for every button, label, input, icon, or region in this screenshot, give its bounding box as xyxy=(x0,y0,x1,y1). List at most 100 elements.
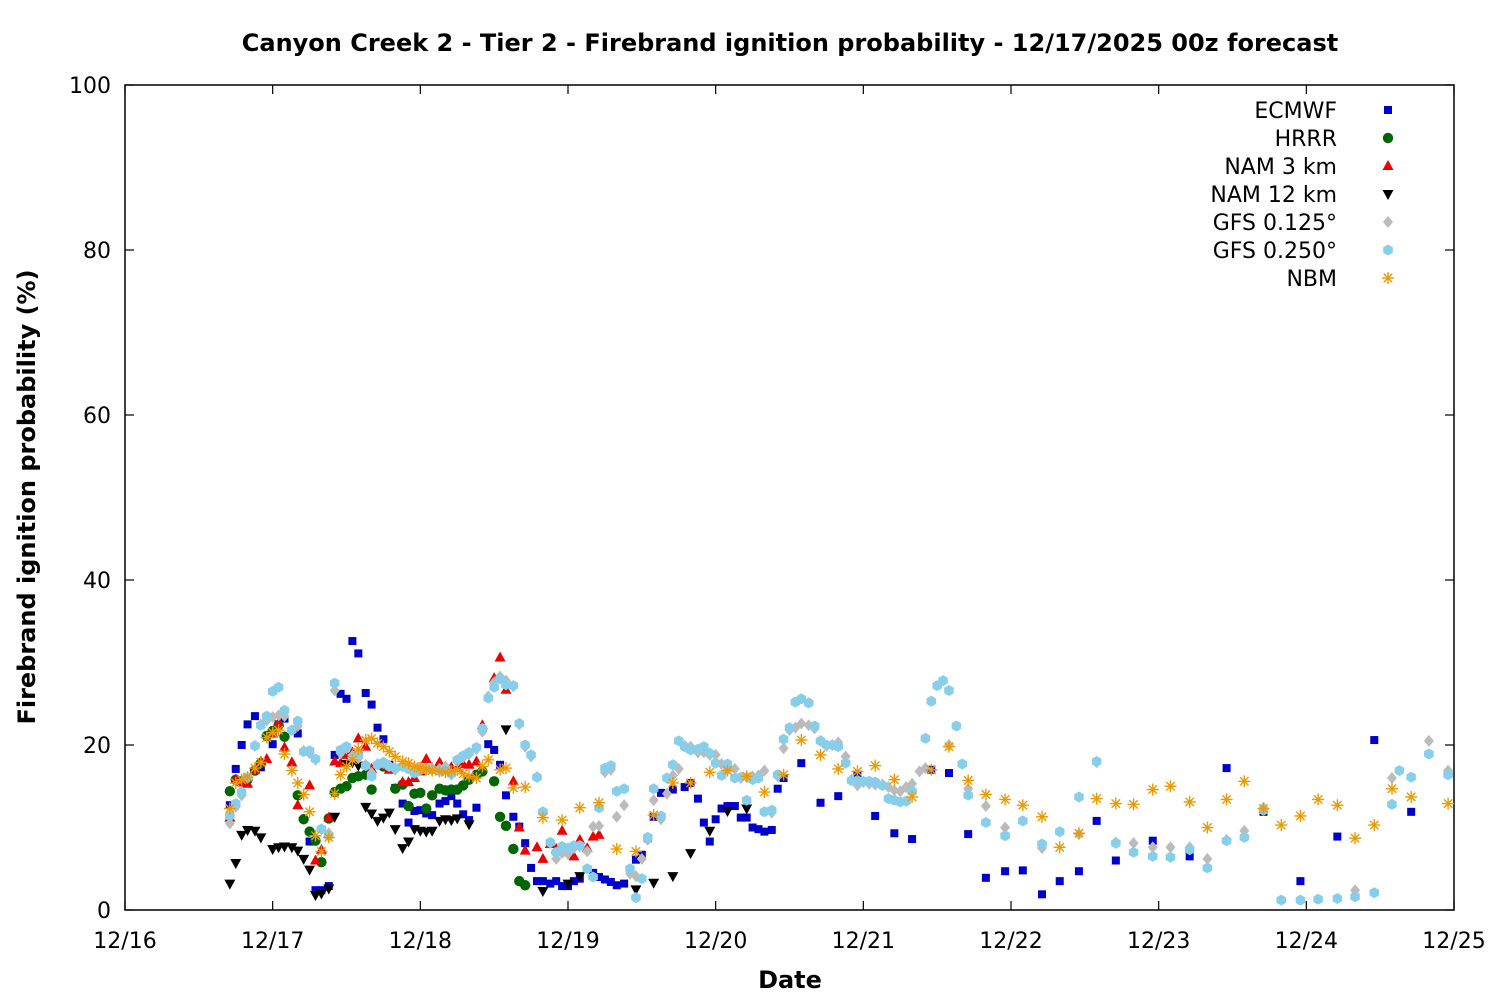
data-point xyxy=(272,724,285,737)
data-point xyxy=(1221,835,1232,847)
legend: ECMWF HRRR NAM 3 km NAM 12 km GFS 0.125° GFS … xyxy=(1210,99,1394,292)
data-point xyxy=(465,816,474,825)
data-point xyxy=(594,819,605,832)
data-point xyxy=(871,811,880,820)
data-point xyxy=(398,799,407,808)
data-point xyxy=(435,799,444,808)
data-point xyxy=(483,692,493,704)
data-point xyxy=(250,740,260,752)
data-point xyxy=(526,749,536,761)
data-point xyxy=(463,820,475,831)
data-point xyxy=(1074,867,1083,876)
data-point xyxy=(309,829,322,842)
data-point xyxy=(1018,815,1028,827)
data-point xyxy=(1349,832,1362,845)
data-point xyxy=(426,826,438,837)
data-point xyxy=(1128,837,1139,850)
data-point xyxy=(507,781,520,794)
data-point xyxy=(784,722,795,734)
data-point xyxy=(684,776,697,789)
data-point xyxy=(373,723,382,732)
data-point xyxy=(1370,736,1379,745)
data-points xyxy=(223,637,1455,906)
data-point xyxy=(421,803,432,814)
data-point xyxy=(721,764,734,777)
x-tick-label: 12/18 xyxy=(389,929,452,954)
data-point xyxy=(926,695,936,707)
data-point xyxy=(1387,798,1397,810)
data-point xyxy=(704,826,716,837)
x-tick-label: 12/16 xyxy=(93,929,156,954)
data-point xyxy=(341,741,352,753)
data-point xyxy=(230,858,242,869)
data-point xyxy=(908,835,917,844)
legend-label: NAM 12 km xyxy=(1210,183,1337,208)
data-point xyxy=(901,795,911,807)
data-point xyxy=(610,842,623,855)
data-point xyxy=(1091,756,1102,767)
data-point xyxy=(944,769,953,778)
data-point xyxy=(814,748,827,761)
data-point xyxy=(389,825,401,836)
data-point xyxy=(225,810,235,822)
data-point xyxy=(582,863,592,875)
data-point xyxy=(981,817,991,828)
x-tick-label: 12/21 xyxy=(832,929,895,954)
data-point xyxy=(520,739,530,751)
data-point xyxy=(278,741,290,752)
data-point xyxy=(508,843,519,855)
legend-label: GFS 0.125° xyxy=(1213,211,1337,236)
x-tick-label: 12/24 xyxy=(1275,929,1338,954)
data-point xyxy=(606,760,616,772)
data-point xyxy=(420,753,432,764)
y-tick-label: 60 xyxy=(83,404,111,429)
data-point xyxy=(346,753,359,766)
data-point xyxy=(1148,836,1157,845)
data-point xyxy=(1111,856,1120,865)
data-point xyxy=(588,871,598,883)
data-point xyxy=(1038,890,1047,899)
data-point xyxy=(703,766,716,779)
data-point xyxy=(546,879,555,888)
data-point xyxy=(298,814,309,825)
data-point xyxy=(1092,816,1101,825)
data-point xyxy=(648,783,659,795)
data-point xyxy=(981,873,990,882)
data-point xyxy=(668,759,678,771)
data-point xyxy=(532,877,541,886)
legend-marker xyxy=(1382,132,1394,144)
x-axis-label: Date xyxy=(758,966,822,994)
data-point xyxy=(999,793,1012,806)
data-point xyxy=(464,746,474,758)
data-point xyxy=(330,750,339,759)
data-point xyxy=(519,781,532,794)
data-point xyxy=(705,747,715,759)
data-point xyxy=(759,806,770,818)
data-point xyxy=(291,776,304,789)
data-point xyxy=(256,719,266,731)
data-point xyxy=(389,750,402,763)
data-point xyxy=(1295,894,1306,906)
data-point xyxy=(833,741,843,753)
data-point xyxy=(329,812,341,823)
legend-marker xyxy=(1383,244,1393,256)
data-point xyxy=(1165,841,1176,854)
data-point xyxy=(1148,850,1158,862)
data-point xyxy=(383,808,395,819)
data-point xyxy=(840,757,851,769)
data-point xyxy=(354,649,363,658)
data-point xyxy=(459,810,468,819)
data-point xyxy=(1184,844,1195,856)
data-point xyxy=(500,820,512,832)
data-point xyxy=(537,852,549,863)
data-point xyxy=(647,809,660,822)
data-point xyxy=(426,790,438,801)
y-tick-label: 80 xyxy=(83,239,111,264)
data-point xyxy=(285,764,298,777)
legend-label: NBM xyxy=(1286,267,1337,292)
legend-marker xyxy=(1384,106,1392,114)
data-point xyxy=(537,887,549,898)
data-point xyxy=(1333,832,1342,841)
data-point xyxy=(1407,807,1416,816)
data-point xyxy=(242,825,254,836)
